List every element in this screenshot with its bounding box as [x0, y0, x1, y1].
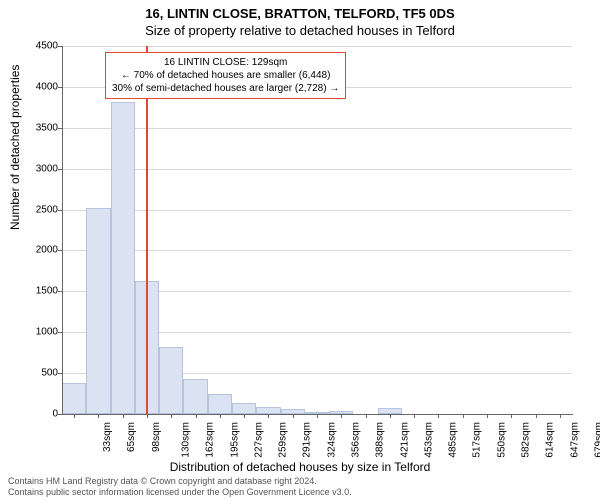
x-tick-label: 195sqm [229, 422, 240, 458]
x-tick-label: 324sqm [326, 422, 337, 458]
annotation-line-1: 16 LINTIN CLOSE: 129sqm [112, 56, 339, 69]
y-tick-label: 4000 [22, 81, 58, 92]
y-tick-label: 3500 [22, 122, 58, 133]
y-axis-label: Number of detached properties [8, 65, 22, 230]
x-tick-label: 291sqm [302, 422, 313, 458]
footer-attribution: Contains HM Land Registry data © Crown c… [8, 476, 352, 498]
chart-title-address: 16, LINTIN CLOSE, BRATTON, TELFORD, TF5 … [0, 0, 600, 21]
x-tick-label: 517sqm [472, 422, 483, 458]
x-tick-label: 65sqm [126, 422, 137, 452]
y-tick-label: 0 [22, 409, 58, 420]
chart-subtitle: Size of property relative to detached ho… [0, 23, 600, 38]
annotation-line-3: 30% of semi-detached houses are larger (… [112, 82, 339, 95]
annotation-line-2: ← 70% of detached houses are smaller (6,… [112, 69, 339, 82]
y-tick-label: 500 [22, 368, 58, 379]
y-tick-label: 3000 [22, 163, 58, 174]
x-tick-label: 485sqm [448, 422, 459, 458]
y-tick-label: 1000 [22, 327, 58, 338]
x-tick-label: 33sqm [102, 422, 113, 452]
x-tick-label: 550sqm [496, 422, 507, 458]
y-tick-label: 1500 [22, 286, 58, 297]
x-tick-label: 259sqm [278, 422, 289, 458]
x-tick-label: 130sqm [181, 422, 192, 458]
x-tick-label: 356sqm [351, 422, 362, 458]
x-tick-label: 421sqm [399, 422, 410, 458]
axis-border [62, 46, 573, 415]
x-tick-label: 582sqm [521, 422, 532, 458]
x-tick-label: 453sqm [423, 422, 434, 458]
x-axis-label: Distribution of detached houses by size … [0, 460, 600, 474]
x-tick-label: 614sqm [545, 422, 556, 458]
y-tick-label: 4500 [22, 41, 58, 52]
x-tick-label: 388sqm [375, 422, 386, 458]
x-tick-label: 227sqm [253, 422, 264, 458]
y-tick-label: 2500 [22, 204, 58, 215]
annotation-box: 16 LINTIN CLOSE: 129sqm ← 70% of detache… [105, 52, 346, 99]
x-tick-label: 679sqm [593, 422, 600, 458]
x-tick-label: 98sqm [151, 422, 162, 452]
x-tick-label: 647sqm [569, 422, 580, 458]
y-tick-label: 2000 [22, 245, 58, 256]
x-tick-label: 162sqm [205, 422, 216, 458]
chart-container: 16, LINTIN CLOSE, BRATTON, TELFORD, TF5 … [0, 0, 600, 500]
